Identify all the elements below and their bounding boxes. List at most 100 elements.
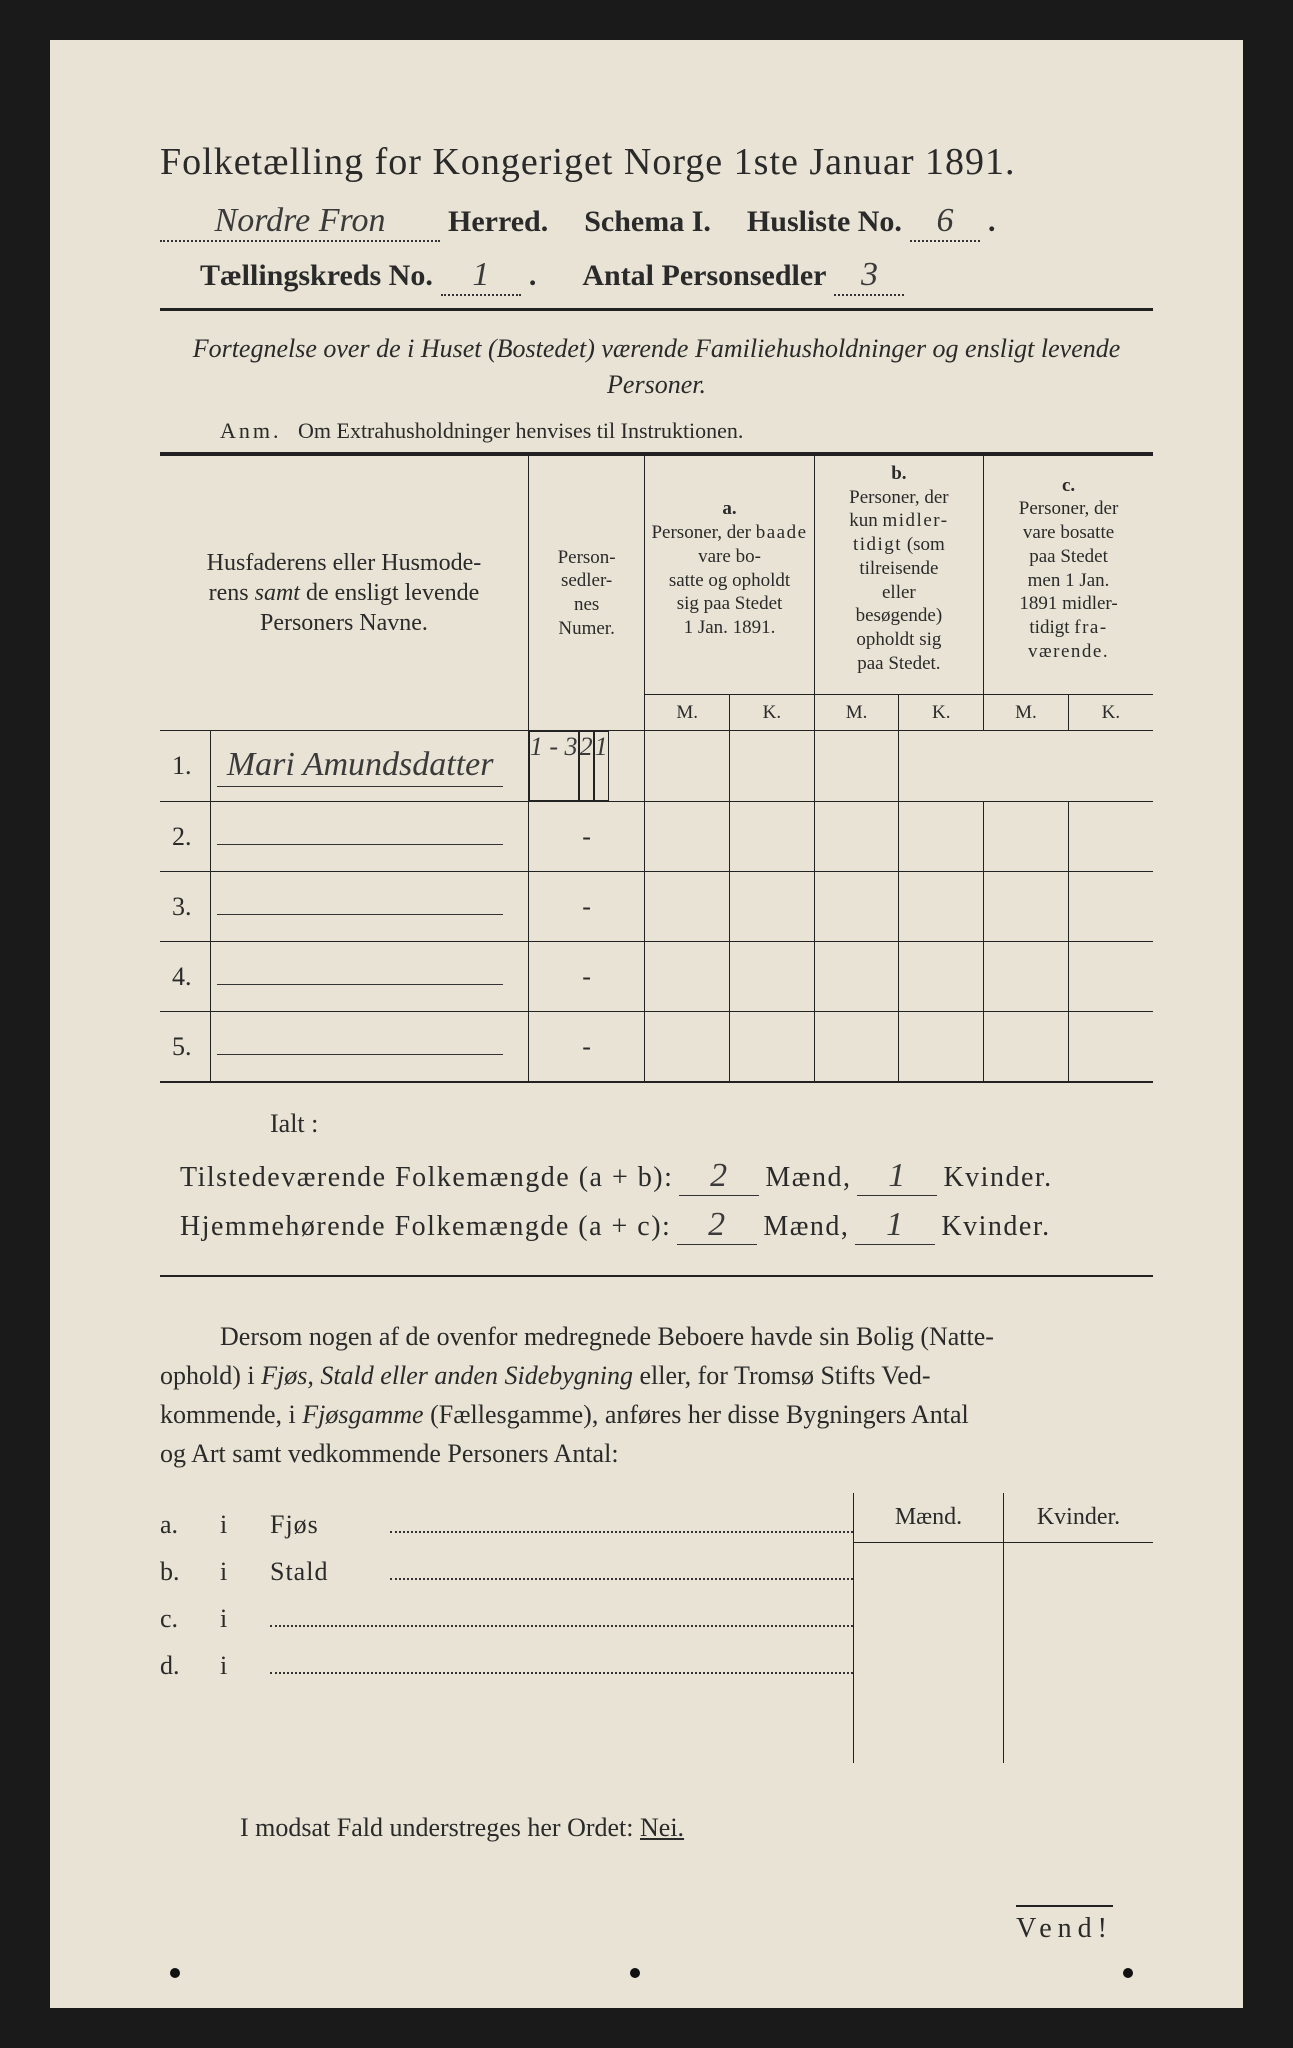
- col-numer-header: Person-sedler-nesNumer.: [528, 454, 644, 731]
- row-cK: [1068, 802, 1153, 872]
- punch-hole-icon: [1123, 1968, 1133, 1978]
- antal-label: Antal Personsedler: [582, 259, 826, 293]
- row-bK: [899, 802, 984, 872]
- row-aK: [730, 942, 815, 1012]
- nei-pre: I modsat Fald understreges her Ordet:: [240, 1813, 640, 1842]
- row-numer: -: [528, 802, 644, 872]
- schema-label: Schema I.: [584, 205, 711, 239]
- row-bK: [899, 1012, 984, 1082]
- main-table: Husfaderens eller Husmode-rens samt de e…: [160, 452, 1153, 1083]
- vend-label: Vend!: [160, 1913, 1153, 1945]
- divider-2: [160, 1275, 1153, 1277]
- sum1-k-value: 1: [857, 1157, 937, 1196]
- row-cK: [1068, 1012, 1153, 1082]
- header-line-3: Tællingskreds No. 1 . Antal Personsedler…: [160, 256, 1153, 296]
- main-table-wrap: Husfaderens eller Husmode-rens samt de e…: [160, 452, 1153, 1083]
- row-aK: [730, 802, 815, 872]
- building-row: a. i Fjøs: [160, 1507, 853, 1540]
- sum2-k-value: 1: [855, 1206, 935, 1245]
- husliste-terminator: .: [988, 205, 996, 239]
- nei-line: I modsat Fald understreges her Ordet: Ne…: [240, 1813, 1153, 1843]
- kreds-label: Tællingskreds No.: [200, 259, 433, 293]
- row-aK: 1: [594, 731, 609, 801]
- col-names-header: Husfaderens eller Husmode-rens samt de e…: [160, 454, 528, 731]
- row-word: Fjøs: [270, 1510, 390, 1540]
- row-bM: [814, 802, 899, 872]
- row-bM: [814, 872, 899, 942]
- row-aM: [645, 1012, 730, 1082]
- row-num: 4.: [160, 942, 211, 1012]
- row-cM: [984, 942, 1069, 1012]
- row-bK: [899, 942, 984, 1012]
- row-word: Stald: [270, 1557, 390, 1587]
- row-aM: 2: [579, 731, 594, 801]
- col-c-m: M.: [984, 694, 1069, 731]
- row-name: [211, 872, 529, 942]
- row-bK: [899, 872, 984, 942]
- herred-name-value: Nordre Fron: [160, 202, 440, 242]
- sum2-label: Hjemmehørende Folkemængde (a + c):: [180, 1211, 671, 1243]
- divider-1: [160, 308, 1153, 311]
- header-line-2: Nordre Fron Herred. Schema I. Husliste N…: [160, 202, 1153, 242]
- anm-text: Om Extrahusholdninger henvises til Instr…: [298, 418, 743, 443]
- bottom-section: a. i Fjøs b. i Stald c. i d. i: [160, 1493, 1153, 1763]
- anm-label: Anm.: [220, 418, 282, 443]
- punch-hole-icon: [170, 1968, 180, 1978]
- row-aM: [645, 872, 730, 942]
- table-row: 3. -: [160, 872, 1153, 942]
- anm-line: Anm. Om Extrahusholdninger henvises til …: [220, 418, 1153, 444]
- dots: [270, 1601, 853, 1627]
- row-i: i: [220, 1604, 270, 1634]
- col-a-text: Personer, der baade vare bo-satte og oph…: [651, 522, 807, 638]
- mk-header: Mænd. Kvinder.: [854, 1493, 1153, 1543]
- building-list: a. i Fjøs b. i Stald c. i d. i: [160, 1493, 853, 1763]
- row-letter: b.: [160, 1557, 220, 1587]
- row-numer: -: [528, 1012, 644, 1082]
- row-letter: d.: [160, 1651, 220, 1681]
- instruction-paragraph: Dersom nogen af de ovenfor medregnede Be…: [160, 1317, 1153, 1473]
- table-row: 2. -: [160, 802, 1153, 872]
- kreds-terminator: .: [529, 259, 537, 293]
- nei-word: Nei.: [640, 1813, 684, 1842]
- row-cM: [984, 1012, 1069, 1082]
- row-bM: [814, 1012, 899, 1082]
- row-bM: [814, 942, 899, 1012]
- row-numer: -: [528, 942, 644, 1012]
- row-cK: [1068, 942, 1153, 1012]
- row-cM: [984, 802, 1069, 872]
- row-cM: [984, 872, 1069, 942]
- col-c-header: c. Personer, dervare bosattepaa Stedetme…: [984, 454, 1153, 682]
- row-i: i: [220, 1651, 270, 1681]
- row-aM: [645, 942, 730, 1012]
- row-numer: -: [528, 872, 644, 942]
- row-i: i: [220, 1557, 270, 1587]
- row-cM: [814, 731, 899, 802]
- col-a-m: M.: [645, 694, 730, 731]
- mk-box: Mænd. Kvinder.: [853, 1493, 1153, 1763]
- building-row: b. i Stald: [160, 1554, 853, 1587]
- row-numer: 1 - 3: [529, 731, 579, 801]
- row-cK: [1068, 872, 1153, 942]
- col-a-header: a. Personer, der baade vare bo-satte og …: [645, 454, 814, 682]
- husliste-label: Husliste No.: [747, 205, 902, 239]
- row-aM: [645, 802, 730, 872]
- dots: [390, 1554, 853, 1580]
- table-row: 1. Mari Amundsdatter 1 - 3 2 1: [160, 731, 1153, 802]
- col-c-text: Personer, dervare bosattepaa Stedetmen 1…: [1019, 498, 1118, 662]
- col-c-k: K.: [1068, 694, 1153, 731]
- mk-cells: [854, 1543, 1153, 1763]
- sum-line-1: Tilstedeværende Folkemængde (a + b): 2 M…: [180, 1157, 1153, 1196]
- row-aK: [730, 872, 815, 942]
- husliste-no-value: 6: [910, 202, 980, 242]
- building-row: c. i: [160, 1601, 853, 1634]
- table-row: 4. -: [160, 942, 1153, 1012]
- sum-line-2: Hjemmehørende Folkemængde (a + c): 2 Mæn…: [180, 1206, 1153, 1245]
- row-num: 3.: [160, 872, 211, 942]
- mk-k-label: Kvinder.: [1004, 1504, 1153, 1531]
- ialt-label: Ialt :: [270, 1109, 1153, 1139]
- row-bK: [730, 731, 815, 802]
- col-a-k: K.: [730, 694, 815, 731]
- antal-value: 3: [834, 256, 904, 296]
- row-name: Mari Amundsdatter: [211, 731, 529, 802]
- sum1-k-word: Kvinder.: [943, 1162, 1052, 1194]
